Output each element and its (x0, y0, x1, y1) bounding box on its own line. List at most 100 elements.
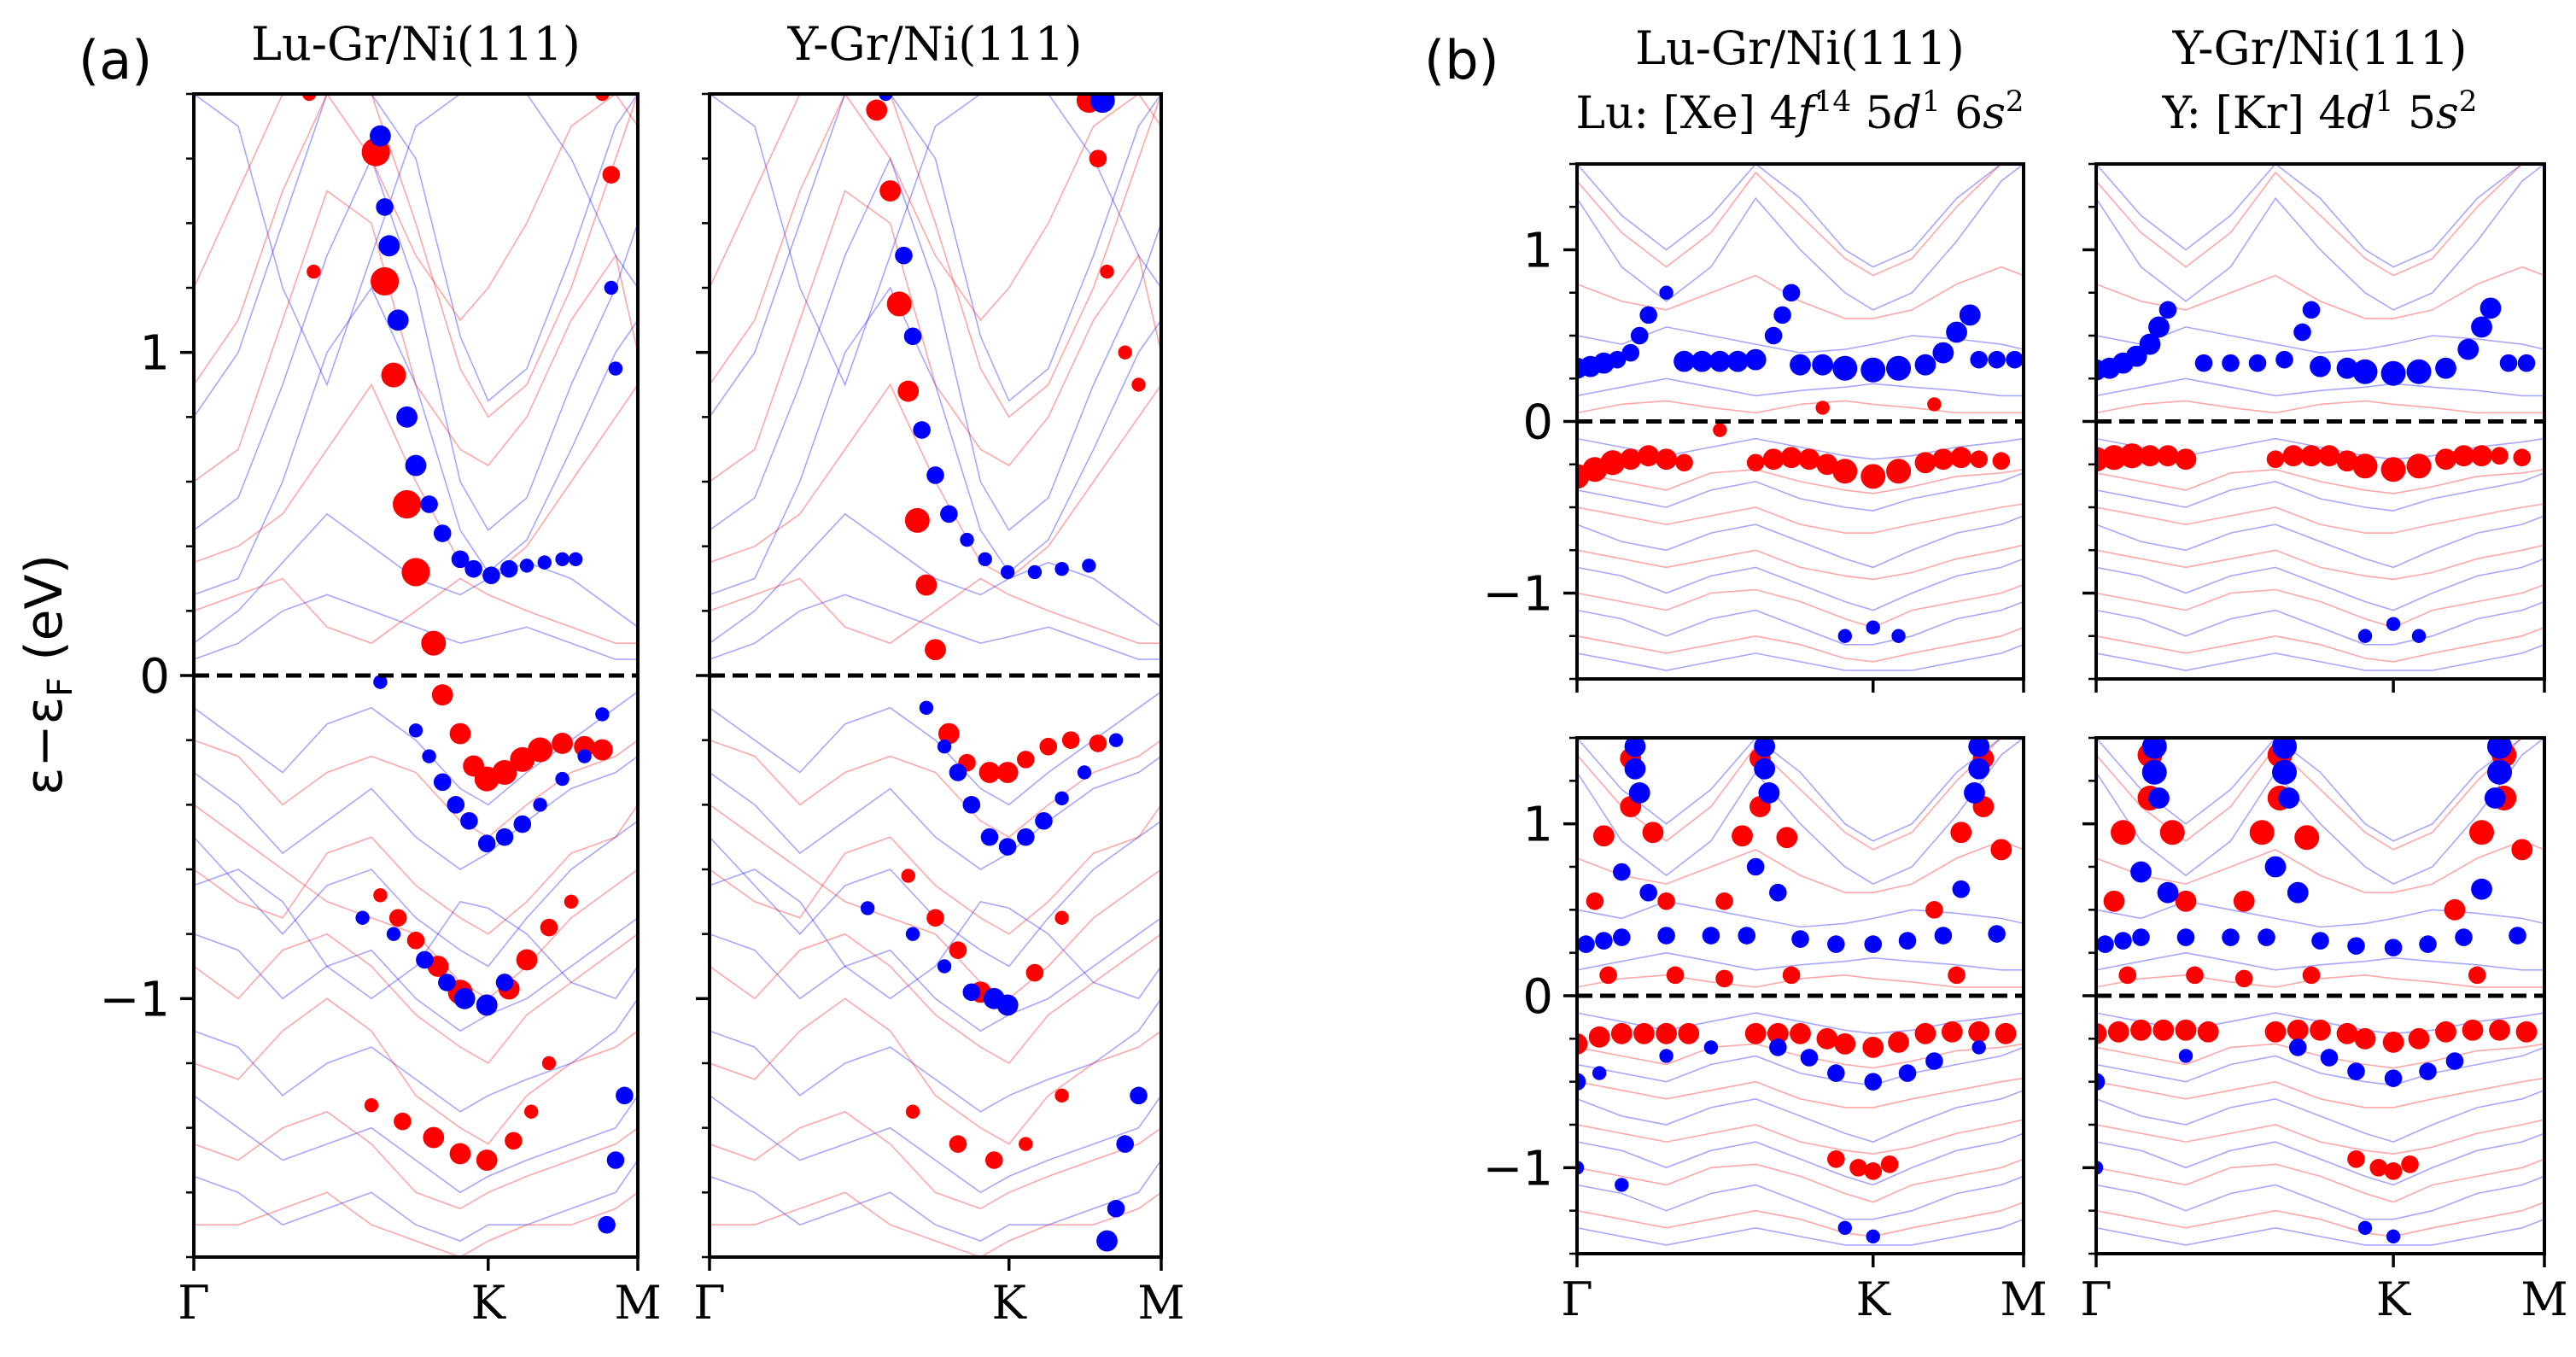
config-orbital: 4 (1769, 88, 1797, 139)
band-line-blue (2096, 164, 2544, 311)
plot-area (1577, 164, 2024, 671)
projected-point-blue (453, 987, 476, 1009)
band-line-blue (2096, 1175, 2544, 1220)
band-line-red (2096, 1119, 2544, 1155)
band-line-red (710, 94, 1161, 418)
projected-point-red (2515, 1021, 2538, 1043)
plot-area (194, 94, 638, 1257)
projected-point-blue (2272, 738, 2297, 759)
projected-point-red (2266, 450, 2285, 469)
projected-point-red (2453, 445, 2474, 467)
projected-point-blue (2114, 932, 2132, 950)
projected-point-blue (1657, 927, 1675, 945)
band-line-blue (1577, 738, 2024, 842)
band-line-red (2096, 468, 2544, 494)
projected-point-blue (1782, 284, 1801, 302)
projected-point-red (2139, 445, 2161, 467)
projected-point-blue (1898, 1064, 1917, 1082)
projected-point-red (866, 99, 888, 121)
projected-point-blue (1970, 350, 1988, 369)
projected-point-red (2175, 1019, 2197, 1041)
projected-point-blue (1703, 1040, 1719, 1055)
band-line-red (710, 190, 1161, 483)
projected-point-blue (1827, 935, 1845, 953)
projected-point-blue (2386, 617, 2401, 631)
projected-point-red (2384, 1162, 2403, 1180)
band-line-blue (710, 94, 1161, 418)
projected-point-blue (1624, 738, 1646, 757)
projected-point-blue (396, 406, 418, 428)
projected-point-blue (879, 94, 893, 102)
projected-point-blue (2457, 338, 2480, 360)
projected-point-red (2468, 966, 2486, 985)
projected-point-blue (2176, 928, 2195, 946)
config-sup: 2 (2006, 85, 2024, 119)
projected-point-blue (2258, 928, 2275, 946)
y-tick-label: 0 (139, 649, 170, 705)
band-line-blue (1577, 164, 2024, 311)
projected-point-blue (1864, 935, 1883, 953)
projected-point-red (2282, 445, 2304, 467)
projected-point-blue (2419, 1062, 2437, 1080)
projected-point-red (2382, 1031, 2404, 1053)
y-axis-label: ε−εF (eV) (15, 554, 80, 795)
projected-point-blue (2006, 350, 2024, 369)
projected-point-red (1600, 450, 1626, 476)
projected-point-blue (1769, 883, 1787, 902)
band-line-red (1577, 544, 2024, 581)
band-line-blue (194, 512, 638, 644)
projected-point-red (592, 739, 613, 761)
band-line-red (1577, 400, 2024, 414)
projected-point-blue (606, 1151, 625, 1169)
projected-point-blue (451, 550, 470, 569)
projected-point-blue (513, 815, 532, 834)
band-line-blue (2096, 377, 2544, 397)
band-line-blue (1577, 472, 2024, 512)
config-orbital: 5 (2393, 88, 2436, 139)
config-prefix: Y: [Kr] (2162, 88, 2319, 139)
band-line-red (1577, 1119, 2024, 1155)
projected-point-blue (2471, 878, 2492, 900)
projected-point-red (2435, 1021, 2456, 1043)
projected-point-blue (903, 327, 922, 346)
projected-point-blue (1988, 925, 2006, 943)
projected-point-blue (998, 838, 1017, 856)
projected-point-red (1849, 1159, 1867, 1177)
projected-point-red (1914, 1022, 1936, 1044)
projected-point-blue (2384, 939, 2403, 956)
projected-point-blue (1054, 791, 1069, 805)
projected-point-blue (1674, 350, 1695, 372)
band-line-blue (194, 917, 638, 1032)
projected-point-blue (1702, 927, 1720, 945)
projected-point-blue (2139, 333, 2161, 355)
projected-point-red (1992, 452, 2011, 471)
band-line-red (2096, 400, 2544, 414)
projected-point-blue (2130, 861, 2152, 883)
projected-point-red (1798, 448, 1820, 471)
plot-area (2096, 164, 2544, 671)
projected-point-blue (2158, 301, 2177, 319)
projected-point-blue (2471, 316, 2492, 338)
band-line-red (710, 1191, 1161, 1257)
projected-point-red (2294, 825, 2320, 851)
projected-point-red (505, 1132, 523, 1150)
projected-point-blue (1837, 629, 1852, 643)
y-tick-label: 1 (1522, 224, 1553, 279)
band-line-red (1577, 503, 2024, 534)
band-line-blue (1577, 600, 2024, 646)
band-line-red (1577, 1043, 2024, 1069)
projected-point-blue (962, 983, 981, 1002)
projected-point-red (1832, 459, 1858, 484)
config-orbital: s (2436, 88, 2459, 139)
projected-point-blue (2419, 935, 2437, 953)
projected-point-blue (464, 559, 482, 578)
projected-point-blue (608, 361, 623, 376)
x-tick-label: K (1856, 1272, 1892, 1326)
projected-point-blue (2096, 935, 2114, 953)
projected-point-red (1131, 377, 1146, 392)
y-tick-label: 1 (1522, 798, 1553, 853)
projected-point-red (978, 762, 1001, 783)
projected-point-blue (2141, 759, 2167, 785)
x-tick-label: K (992, 1276, 1028, 1330)
